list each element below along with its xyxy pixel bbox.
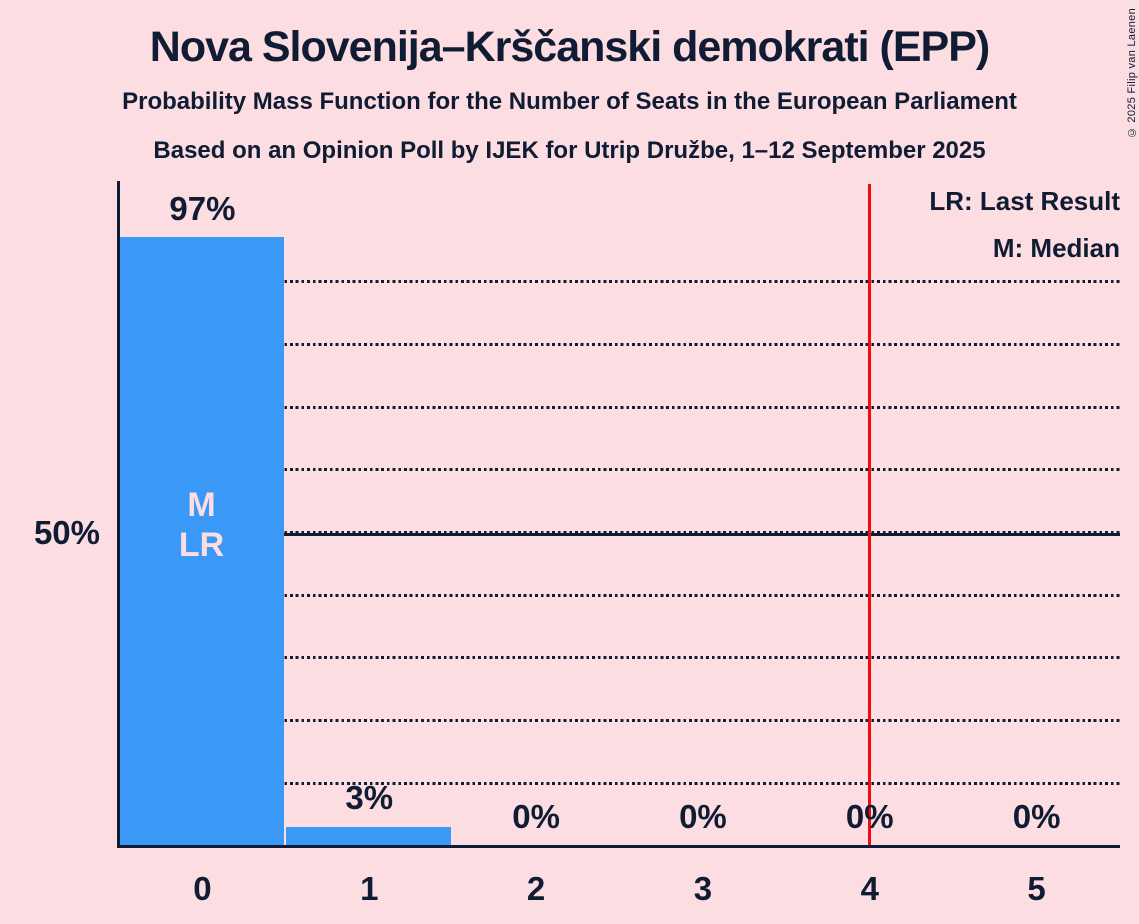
gridline-70pct xyxy=(119,405,1120,409)
gridline-10pct xyxy=(119,781,1120,785)
bar-value-label: 0% xyxy=(512,798,560,835)
bar-seats-0 xyxy=(119,237,284,846)
copyright-notice: © 2025 Filip van Laenen xyxy=(1126,8,1138,139)
last-result-line xyxy=(868,184,872,847)
bar-seats-1 xyxy=(285,826,451,846)
last-result-marker-label: LR xyxy=(178,526,225,564)
median-marker-label: M xyxy=(187,486,216,524)
chart-title: Nova Slovenija–Krščanski demokrati (EPP) xyxy=(149,23,990,71)
x-axis-line xyxy=(117,845,1120,848)
x-tick-label: 4 xyxy=(860,870,879,907)
gridline-60pct xyxy=(119,468,1120,472)
bar-value-label: 0% xyxy=(1012,798,1061,835)
gridline-20pct xyxy=(119,719,1120,723)
gridline-80pct xyxy=(119,342,1120,346)
x-tick-label: 0 xyxy=(193,870,212,907)
bar-value-label: 0% xyxy=(845,798,894,835)
bar-value-label: 97% xyxy=(169,189,236,227)
y-axis-tick-label: 50% xyxy=(33,514,100,551)
x-tick-label: 1 xyxy=(360,870,379,907)
gridline-90pct xyxy=(119,280,1120,284)
x-tick-label: 2 xyxy=(526,870,546,907)
legend-median: M: Median xyxy=(992,233,1120,263)
bar-value-label: 3% xyxy=(345,779,394,817)
gridline-solid-50pct xyxy=(119,532,1120,536)
x-tick-label: 3 xyxy=(693,870,713,907)
gridline-30pct xyxy=(119,656,1120,660)
chart-subtitle: Probability Mass Function for the Number… xyxy=(122,88,1017,115)
y-axis-line xyxy=(117,181,120,848)
x-tick-label: 5 xyxy=(1027,870,1046,907)
bar-value-label: 0% xyxy=(679,798,727,835)
gridline-40pct xyxy=(119,593,1120,597)
chart-source-line: Based on an Opinion Poll by IJEK for Utr… xyxy=(153,137,986,164)
legend-last-result: LR: Last Result xyxy=(929,186,1120,216)
